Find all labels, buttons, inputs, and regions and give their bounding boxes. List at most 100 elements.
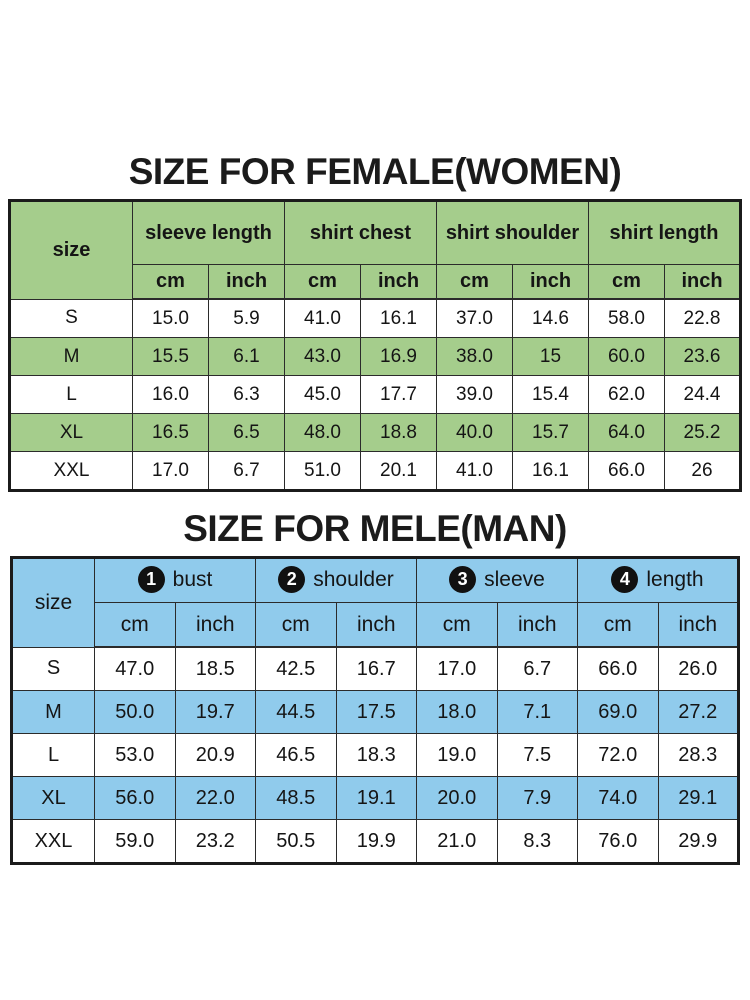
value-cell: 16.1 bbox=[360, 298, 437, 338]
female-group-shirt-chest: shirt chest bbox=[284, 200, 437, 265]
value-cell: 18.0 bbox=[416, 690, 498, 734]
male-group-length: 4 length bbox=[577, 557, 739, 603]
value-cell: 20.0 bbox=[416, 776, 498, 820]
value-cell: 7.5 bbox=[496, 733, 578, 777]
male-row-m: M 50.0 19.7 44.5 17.5 18.0 7.1 69.0 27.2 bbox=[11, 690, 739, 734]
value-cell: 6.7 bbox=[208, 451, 285, 491]
size-label: M bbox=[11, 690, 95, 734]
unit-cm: cm bbox=[255, 602, 337, 648]
female-size-table: size sleeve length shirt chest shirt sho… bbox=[8, 199, 742, 492]
value-cell: 51.0 bbox=[284, 451, 361, 491]
value-cell: 40.0 bbox=[436, 413, 513, 452]
size-label: XXL bbox=[11, 819, 95, 864]
value-cell: 17.0 bbox=[132, 451, 209, 491]
value-cell: 48.0 bbox=[284, 413, 361, 452]
value-cell: 66.0 bbox=[577, 646, 659, 691]
value-cell: 15.5 bbox=[132, 337, 209, 376]
value-cell: 5.9 bbox=[208, 298, 285, 338]
size-label: XXL bbox=[9, 451, 133, 491]
value-cell: 42.5 bbox=[255, 646, 337, 691]
value-cell: 18.3 bbox=[335, 733, 417, 777]
value-cell: 25.2 bbox=[664, 413, 741, 452]
size-label: M bbox=[9, 337, 133, 376]
value-cell: 21.0 bbox=[416, 819, 498, 864]
value-cell: 43.0 bbox=[284, 337, 361, 376]
male-group-sleeve: 3 sleeve bbox=[416, 557, 578, 603]
value-cell: 22.0 bbox=[174, 776, 256, 820]
male-row-l: L 53.0 20.9 46.5 18.3 19.0 7.5 72.0 28.3 bbox=[11, 733, 739, 777]
female-group-sleeve-length: sleeve length bbox=[132, 200, 285, 265]
size-label: XL bbox=[11, 776, 95, 820]
male-group-shoulder-label: shoulder bbox=[313, 568, 394, 592]
value-cell: 56.0 bbox=[94, 776, 176, 820]
value-cell: 17.5 bbox=[335, 690, 417, 734]
unit-inch: inch bbox=[335, 602, 417, 648]
size-label: S bbox=[11, 646, 95, 691]
value-cell: 16.0 bbox=[132, 375, 209, 414]
unit-cm: cm bbox=[284, 264, 361, 300]
value-cell: 8.3 bbox=[496, 819, 578, 864]
unit-cm: cm bbox=[94, 602, 176, 648]
value-cell: 26 bbox=[664, 451, 741, 491]
male-group-bust-label: bust bbox=[172, 568, 213, 592]
male-group-shoulder: 2 shoulder bbox=[255, 557, 417, 603]
value-cell: 22.8 bbox=[664, 298, 741, 338]
value-cell: 16.9 bbox=[360, 337, 437, 376]
unit-inch: inch bbox=[496, 602, 578, 648]
male-row-xl: XL 56.0 22.0 48.5 19.1 20.0 7.9 74.0 29.… bbox=[11, 776, 739, 820]
value-cell: 19.1 bbox=[335, 776, 417, 820]
value-cell: 20.9 bbox=[174, 733, 256, 777]
value-cell: 41.0 bbox=[284, 298, 361, 338]
size-label: L bbox=[11, 733, 95, 777]
unit-inch: inch bbox=[512, 264, 589, 300]
badge-4-icon: 4 bbox=[611, 566, 639, 593]
badge-3-icon: 3 bbox=[449, 566, 477, 593]
value-cell: 19.9 bbox=[335, 819, 417, 864]
unit-inch: inch bbox=[657, 602, 739, 648]
value-cell: 16.1 bbox=[512, 451, 589, 491]
value-cell: 7.9 bbox=[496, 776, 578, 820]
value-cell: 48.5 bbox=[255, 776, 337, 820]
male-header-row: size 1 bust 2 shoulder 3 sleeve 4 length bbox=[11, 557, 739, 648]
value-cell: 15.7 bbox=[512, 413, 589, 452]
male-row-s: S 47.0 18.5 42.5 16.7 17.0 6.7 66.0 26.0 bbox=[11, 646, 739, 691]
size-label: XL bbox=[9, 413, 133, 452]
female-group-shirt-shoulder: shirt shoulder bbox=[436, 200, 589, 265]
male-size-table: size 1 bust 2 shoulder 3 sleeve 4 length cm … bbox=[10, 556, 740, 865]
male-group-length-label: length bbox=[646, 568, 704, 592]
value-cell: 50.5 bbox=[255, 819, 337, 864]
value-cell: 15.0 bbox=[132, 298, 209, 338]
value-cell: 64.0 bbox=[588, 413, 665, 452]
value-cell: 6.7 bbox=[496, 646, 578, 691]
male-chart-title: SIZE FOR MELE(MAN) bbox=[183, 508, 567, 549]
value-cell: 59.0 bbox=[94, 819, 176, 864]
male-units-row: cm inch cm inch cm inch cm inch bbox=[12, 602, 739, 648]
female-units-row: cm inch cm inch cm inch cm inch bbox=[10, 264, 741, 300]
value-cell: 28.3 bbox=[657, 733, 739, 777]
value-cell: 37.0 bbox=[436, 298, 513, 338]
value-cell: 17.7 bbox=[360, 375, 437, 414]
value-cell: 16.5 bbox=[132, 413, 209, 452]
male-group-bust: 1 bust bbox=[94, 557, 256, 603]
size-label: S bbox=[9, 298, 133, 338]
value-cell: 14.6 bbox=[512, 298, 589, 338]
value-cell: 69.0 bbox=[577, 690, 659, 734]
value-cell: 50.0 bbox=[94, 690, 176, 734]
value-cell: 39.0 bbox=[436, 375, 513, 414]
value-cell: 58.0 bbox=[588, 298, 665, 338]
female-row-l: L 16.0 6.3 45.0 17.7 39.0 15.4 62.0 24.4 bbox=[9, 375, 741, 414]
unit-inch: inch bbox=[360, 264, 437, 300]
female-row-m: M 15.5 6.1 43.0 16.9 38.0 15 60.0 23.6 bbox=[9, 337, 741, 376]
value-cell: 76.0 bbox=[577, 819, 659, 864]
unit-cm: cm bbox=[588, 264, 665, 300]
value-cell: 15.4 bbox=[512, 375, 589, 414]
value-cell: 47.0 bbox=[94, 646, 176, 691]
value-cell: 23.2 bbox=[174, 819, 256, 864]
unit-cm: cm bbox=[416, 602, 498, 648]
unit-cm: cm bbox=[577, 602, 659, 648]
value-cell: 62.0 bbox=[588, 375, 665, 414]
value-cell: 44.5 bbox=[255, 690, 337, 734]
value-cell: 66.0 bbox=[588, 451, 665, 491]
value-cell: 18.8 bbox=[360, 413, 437, 452]
value-cell: 23.6 bbox=[664, 337, 741, 376]
